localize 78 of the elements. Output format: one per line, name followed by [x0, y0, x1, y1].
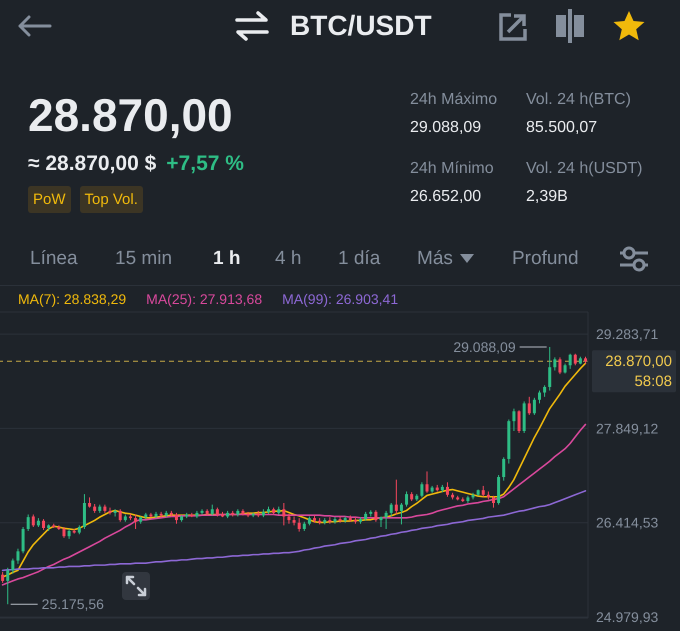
candlestick	[548, 346, 552, 392]
candlestick	[174, 512, 178, 524]
candlestick	[88, 496, 92, 508]
candlestick	[512, 408, 516, 432]
candlestick	[118, 508, 122, 522]
candlestick	[22, 526, 25, 554]
text: 24h Máximo	[410, 91, 498, 108]
candlestick	[62, 526, 66, 538]
text: Vol. 24 h(BTC)	[526, 91, 631, 108]
tag-chip: Top Vol.	[80, 186, 143, 213]
candlestick	[426, 470, 429, 494]
candlestick	[82, 494, 86, 530]
text: 2,39B	[526, 188, 568, 205]
candlestick	[394, 479, 398, 516]
text: 1 h	[213, 248, 240, 269]
text: 85.500,07	[526, 119, 598, 136]
text: ≈ 28.870,00 $	[28, 152, 156, 175]
candlestick	[482, 485, 485, 498]
y-tick-label: 27.849,12	[596, 420, 658, 436]
candlestick	[502, 456, 506, 482]
candlestick	[11, 558, 14, 574]
text: MA(25): 27.913,68	[146, 291, 262, 307]
y-tick-label: 26.414,53	[596, 514, 658, 531]
candlestick	[16, 548, 20, 564]
candlestick	[26, 514, 30, 532]
text: 58:08	[634, 372, 672, 390]
candlestick	[374, 510, 378, 522]
chart-title: BTC/USDT	[290, 10, 432, 41]
candlestick	[384, 510, 388, 530]
candlestick	[543, 384, 546, 398]
tag-chip: PoW	[28, 186, 71, 213]
text: +7,57 %	[166, 152, 244, 175]
text: Profund	[512, 248, 579, 269]
candlestick	[6, 567, 10, 605]
text: MA(99): 26.903,41	[282, 291, 398, 307]
text: 28.870,00	[28, 89, 233, 141]
candlestick	[492, 495, 495, 508]
candlestick	[68, 528, 71, 540]
candlestick	[282, 502, 286, 526]
text: 1 día	[338, 248, 380, 269]
candlestick	[298, 518, 301, 532]
candlestick	[564, 363, 567, 374]
candlestick	[400, 502, 403, 525]
candlestick	[446, 482, 449, 498]
y-tick-label: 24.979,93	[596, 609, 658, 626]
candlestick	[390, 502, 393, 517]
candlestick	[287, 513, 290, 524]
text: 15 min	[115, 248, 172, 269]
text: Línea	[30, 248, 78, 269]
text: 24h Mínimo	[410, 160, 494, 177]
candlestick	[405, 490, 408, 508]
text: 28.870,00	[605, 352, 672, 370]
y-tick-label: 29.283,71	[596, 326, 658, 342]
candlestick	[134, 514, 138, 530]
candlestick	[568, 353, 572, 370]
candlestick	[379, 516, 382, 528]
candlestick	[302, 521, 306, 532]
candlestick	[532, 397, 536, 416]
candlestick	[558, 356, 562, 375]
candlestick	[538, 390, 541, 404]
text: 26.652,00	[410, 188, 482, 205]
candlestick	[32, 514, 35, 528]
candlestick	[420, 482, 424, 498]
candlestick	[528, 396, 531, 416]
candlestick	[210, 504, 214, 516]
candlestick	[1, 572, 4, 584]
candlestick	[42, 518, 46, 530]
text: Vol. 24 h(USDT)	[526, 160, 642, 177]
candlestick	[574, 353, 577, 366]
candlestick	[553, 356, 556, 372]
text: MA(7): 28.838,29	[18, 291, 126, 307]
line-series	[2, 424, 586, 586]
text: Más	[417, 248, 453, 269]
text: 4 h	[275, 248, 302, 269]
annotation: 29.088,09	[453, 338, 516, 355]
candlestick	[518, 410, 521, 434]
annotation: 25.175,56	[42, 596, 104, 612]
text: 29.088,09	[410, 119, 482, 136]
